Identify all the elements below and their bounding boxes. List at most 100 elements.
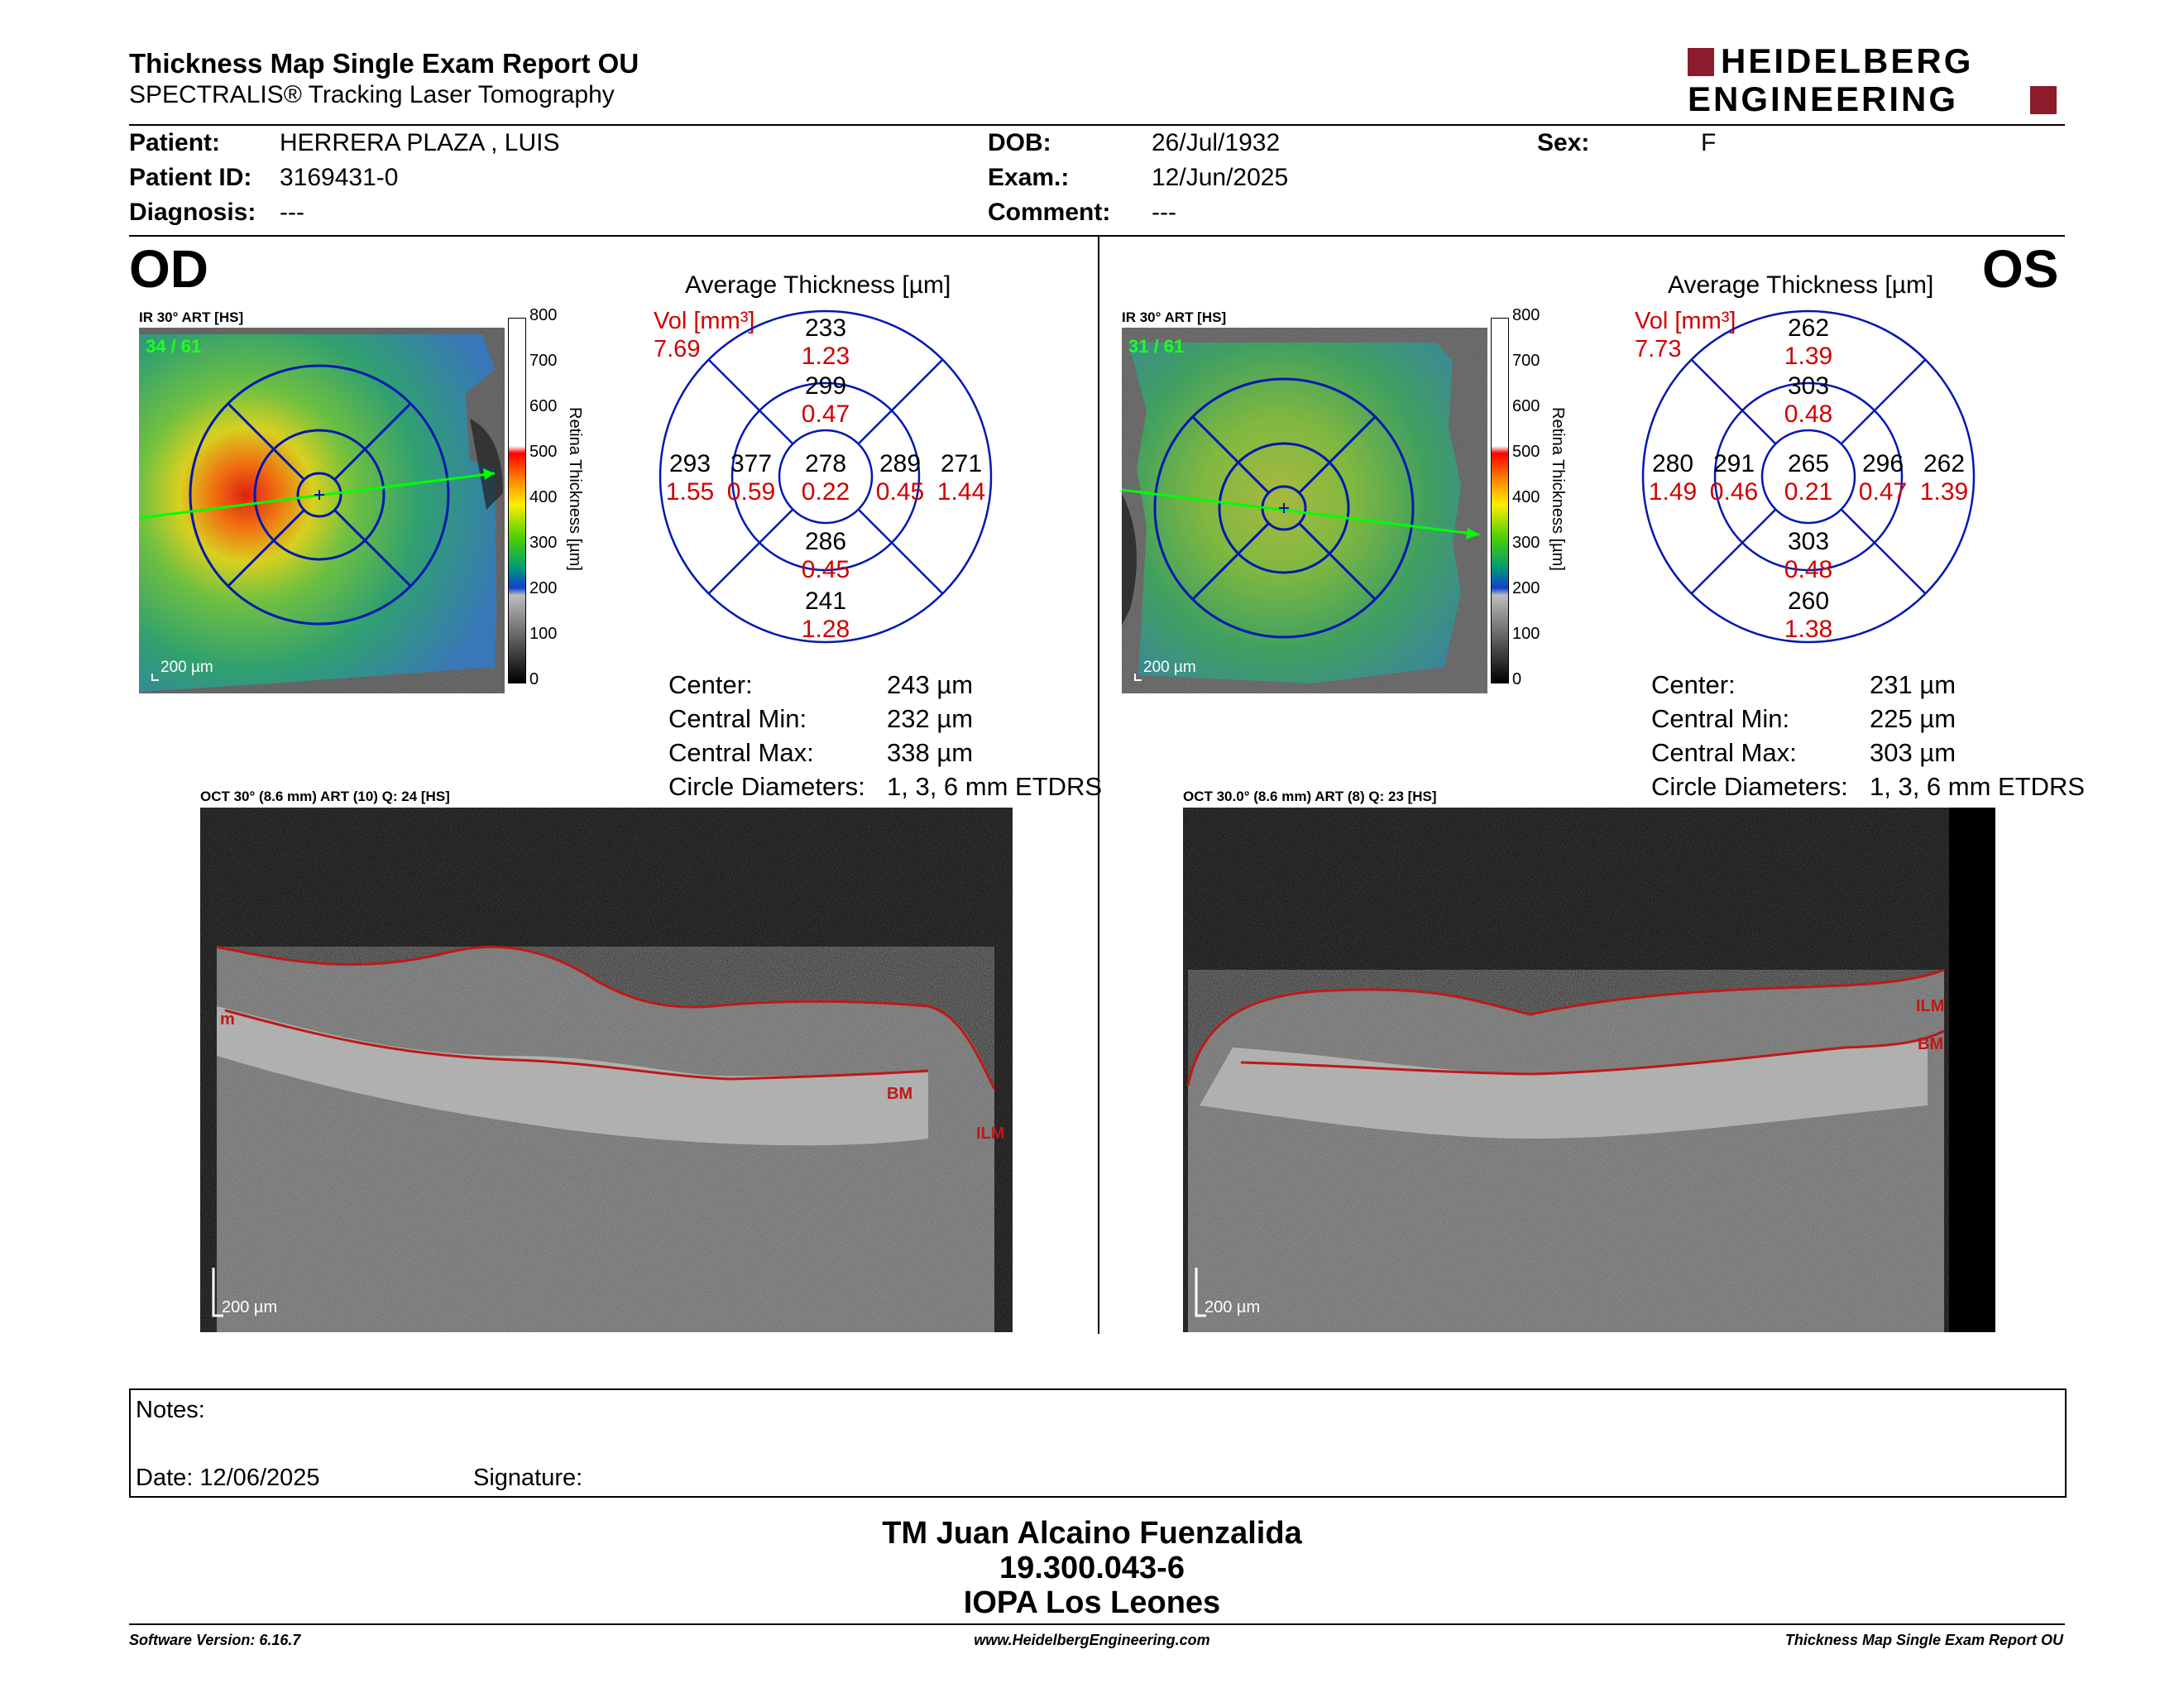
os-stat-center-value: 231 µm: [1870, 670, 1956, 699]
signer-block: TM Juan Alcaino Fuenzalida 19.300.043-6 …: [0, 1516, 2184, 1620]
tick-400: 400: [529, 488, 558, 506]
od-sector-values: 233 1.23 299 0.47 293 1.55 377 0.59 278 0.22 …: [659, 309, 993, 644]
os-oct-caption: OCT 30.0° (8.6 mm) ART (8) Q: 23 [HS]: [1183, 789, 1437, 804]
os-stat-max-label: Central Max:: [1651, 738, 1797, 767]
notes-date: Date: 12/06/2025: [136, 1465, 320, 1491]
notes-signature: Signature:: [473, 1465, 583, 1491]
os-eye-label: OS: [1982, 239, 2059, 299]
od-oct-scale: 200 µm: [222, 1298, 277, 1316]
exam-label: Exam.:: [988, 164, 1070, 191]
tick-700: 700: [529, 352, 558, 370]
od-inner-left: 377 0.59: [726, 450, 776, 506]
od-stat-center-label: Center:: [668, 670, 753, 699]
patient-id-value: 3169431-0: [280, 164, 399, 191]
os-tick-0: 0: [1512, 670, 1522, 688]
os-stat-diam-value: 1, 3, 6 mm ETDRS: [1870, 772, 2086, 801]
tick-600: 600: [529, 397, 558, 415]
od-outer-left: 293 1.55: [665, 450, 715, 506]
eye-divider: [1098, 237, 1099, 1334]
tick-0: 0: [529, 670, 539, 688]
od-inner-superior: 299 0.47: [801, 372, 850, 428]
signer-institution: IOPA Los Leones: [963, 1585, 1221, 1620]
sex-label: Sex:: [1537, 129, 1590, 156]
os-stat-min-value: 225 µm: [1870, 704, 1956, 733]
os-outer-superior: 262 1.39: [1784, 314, 1833, 370]
patient-label: Patient:: [129, 129, 221, 156]
os-colorbar: [1491, 318, 1509, 683]
tick-800: 800: [529, 306, 558, 324]
report-title: Thickness Map Single Exam Report OU: [129, 48, 639, 79]
od-stat-diam-value: 1, 3, 6 mm ETDRS: [887, 772, 1103, 801]
os-outer-right: 262 1.39: [1919, 450, 1969, 506]
os-map-scale: 200 µm: [1143, 659, 1196, 676]
signer-name: TM Juan Alcaino Fuenzalida: [882, 1516, 1302, 1551]
exam-value: 12/Jun/2025: [1152, 164, 1289, 191]
os-sector-values: 262 1.39 303 0.48 280 1.49 291 0.46 265 0.21 …: [1641, 309, 1976, 644]
od-outer-inferior: 241 1.28: [801, 587, 850, 643]
od-colorbar: [508, 318, 526, 683]
od-etdrs-grid: [659, 309, 993, 644]
os-tick-600: 600: [1512, 397, 1540, 415]
comment-value: ---: [1152, 199, 1176, 226]
od-frame-count: 34 / 61: [146, 336, 201, 357]
od-ir-caption: IR 30° ART [HS]: [139, 309, 244, 325]
os-stat-center-label: Center:: [1651, 670, 1736, 699]
os-etdrs-grid: [1641, 309, 1976, 644]
os-tick-100: 100: [1512, 625, 1540, 643]
od-stat-min-value: 232 µm: [887, 704, 974, 733]
heidelberg-logo: HEIDELBERG ENGINEERING: [1688, 43, 2068, 118]
od-oct-tag-left: m: [220, 1010, 235, 1029]
od-stat-min-label: Central Min:: [668, 704, 807, 733]
sex-value: F: [1701, 129, 1717, 156]
os-frame-count: 31 / 61: [1128, 336, 1184, 357]
tick-200: 200: [529, 579, 558, 597]
od-map-scale: 200 µm: [160, 659, 213, 676]
patient-id-label: Patient ID:: [129, 164, 252, 191]
os-tick-300: 300: [1512, 534, 1540, 552]
os-stat-diam-label: Circle Diameters:: [1651, 772, 1848, 801]
od-eye-label: OD: [129, 239, 208, 299]
od-avg-title: Average Thickness [µm]: [685, 271, 951, 299]
od-stat-diam-label: Circle Diameters:: [668, 772, 865, 801]
report-subtitle: SPECTRALIS® Tracking Laser Tomography: [129, 81, 615, 108]
logo-line2: ENGINEERING: [1688, 79, 1959, 118]
od-thickness-map: 34 / 61 200 µm: [139, 328, 505, 693]
os-oct-tag-bm: BM: [1918, 1035, 1943, 1053]
os-outer-inferior: 260 1.38: [1784, 587, 1833, 643]
os-vol-label: Vol [mm³]: [1635, 308, 1736, 334]
od-inner-inferior: 286 0.45: [801, 528, 850, 583]
os-tick-200: 200: [1512, 579, 1540, 597]
footer-report-name: Thickness Map Single Exam Report OU: [1784, 1632, 2063, 1648]
comment-label: Comment:: [988, 199, 1111, 226]
os-oct-scale: 200 µm: [1205, 1298, 1260, 1316]
diagnosis-label: Diagnosis:: [129, 199, 256, 226]
os-ir-caption: IR 30° ART [HS]: [1122, 309, 1227, 325]
os-map-svg: 31 / 61 200 µm: [1122, 328, 1487, 693]
od-outer-superior: 233 1.23: [801, 314, 850, 370]
footer-website[interactable]: www.HeidelbergEngineering.com: [974, 1632, 1210, 1648]
patient-name: HERRERA PLAZA , LUIS: [280, 129, 560, 156]
od-stat-max-value: 338 µm: [887, 738, 974, 767]
os-avg-title: Average Thickness [µm]: [1668, 271, 1934, 299]
os-inner-left: 291 0.46: [1709, 450, 1759, 506]
os-inner-inferior: 303 0.48: [1784, 528, 1833, 583]
os-oct-tag-ilm: ILM: [1916, 997, 1944, 1015]
tick-100: 100: [529, 625, 558, 643]
tick-300: 300: [529, 534, 558, 552]
od-map-svg: 34 / 61 200 µm: [139, 328, 505, 693]
od-outer-right: 271 1.44: [936, 450, 986, 506]
os-oct-svg: ILM BM 200 µm: [1183, 808, 1995, 1332]
od-colorbar-title: Retina Thickness [µm]: [566, 407, 584, 571]
os-tick-700: 700: [1512, 352, 1540, 370]
dob-label: DOB:: [988, 129, 1051, 156]
od-stat-center-value: 243 µm: [887, 670, 974, 699]
os-tick-400: 400: [1512, 488, 1540, 506]
od-oct-tag-ilm: ILM: [976, 1125, 1004, 1143]
od-stat-max-label: Central Max:: [668, 738, 814, 767]
os-oct-bscan: ILM BM 200 µm: [1183, 808, 1995, 1332]
os-outer-left: 280 1.49: [1648, 450, 1698, 506]
dob-value: 26/Jul/1932: [1152, 129, 1281, 156]
signer-id: 19.300.043-6: [999, 1551, 1185, 1585]
od-vol-label: Vol [mm³]: [654, 308, 755, 334]
os-colorbar-title: Retina Thickness [µm]: [1549, 407, 1567, 571]
